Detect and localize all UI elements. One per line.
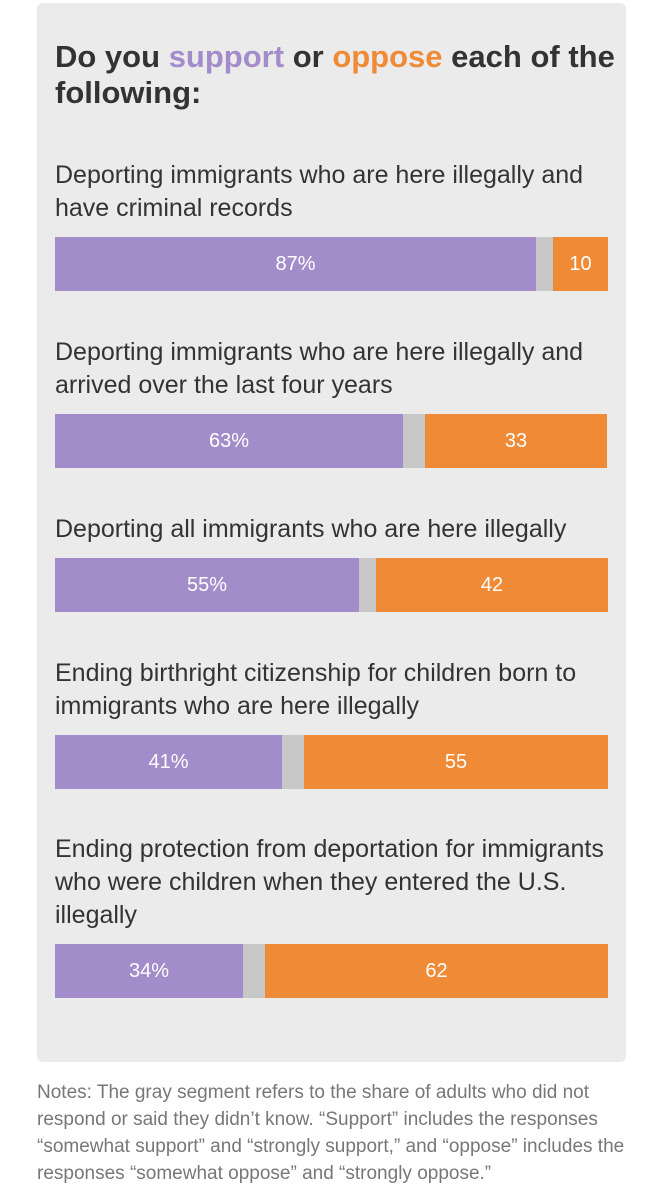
- oppose-segment: [553, 237, 608, 291]
- chart-notes: Notes: The gray segment refers to the sh…: [37, 1082, 625, 1184]
- oppose-segment-label: 10: [569, 253, 592, 275]
- no-answer-segment: [403, 414, 425, 468]
- no-answer-segment: [359, 558, 376, 612]
- no-answer-segment: [243, 944, 265, 998]
- oppose-segment-label: 62: [425, 960, 448, 982]
- support-segment: [55, 735, 282, 789]
- question-label: Ending birthright citizenship for childr…: [55, 659, 577, 720]
- question-item: Deporting all immigrants who are here il…: [55, 513, 608, 612]
- oppose-segment: [304, 735, 608, 789]
- oppose-segment: [425, 414, 607, 468]
- question-item: Ending protection from deportation for i…: [55, 833, 608, 998]
- stacked-bar: 63% 33: [55, 414, 608, 468]
- stacked-bar: 41% 55: [55, 735, 608, 789]
- oppose-segment: [376, 558, 608, 612]
- stacked-bar: 55% 42: [55, 558, 608, 612]
- question-item: Ending birthright citizenship for childr…: [55, 657, 608, 789]
- question-label: Ending protection from deportation for i…: [55, 835, 604, 929]
- question-label: Deporting all immigrants who are here il…: [55, 515, 567, 543]
- support-segment: [55, 558, 359, 612]
- stacked-bar: 34% 62: [55, 944, 608, 998]
- support-segment: [55, 414, 403, 468]
- question-item: Deporting immigrants who are here illega…: [55, 159, 608, 291]
- chart-card: Do you support or oppose each of the fol…: [37, 3, 626, 1062]
- stacked-bar: 87% 10: [55, 237, 608, 291]
- support-segment-label: 34%: [128, 960, 170, 982]
- title-suffix: each of the following:: [55, 39, 615, 110]
- title-oppose-word: oppose: [332, 39, 443, 74]
- oppose-segment-label: 42: [480, 574, 504, 596]
- support-segment-label: 55%: [186, 574, 228, 596]
- oppose-segment-label: 55: [444, 751, 468, 773]
- support-segment-label: 63%: [208, 430, 250, 452]
- question-label: Deporting immigrants who are here illega…: [55, 161, 584, 222]
- chart-title: Do you support or oppose each of the fol…: [55, 39, 615, 111]
- no-answer-segment: [282, 735, 304, 789]
- support-segment: [55, 237, 536, 291]
- oppose-segment: [265, 944, 608, 998]
- question-item: Deporting immigrants who are here illega…: [55, 336, 608, 468]
- oppose-segment-label: 33: [504, 430, 528, 452]
- support-segment-label: 87%: [275, 253, 316, 275]
- title-middle: or: [292, 39, 324, 74]
- question-label: Deporting immigrants who are here illega…: [55, 338, 584, 399]
- title-prefix: Do you: [55, 39, 161, 74]
- title-support-word: support: [168, 39, 285, 74]
- support-segment-label: 41%: [148, 751, 189, 773]
- no-answer-segment: [536, 237, 553, 291]
- support-segment: [55, 944, 243, 998]
